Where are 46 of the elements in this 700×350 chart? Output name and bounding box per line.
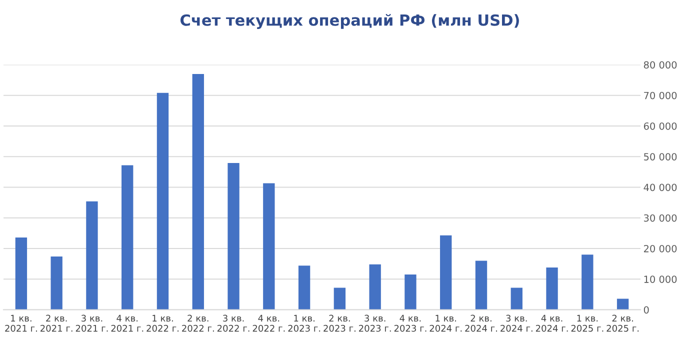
- bar: [582, 254, 594, 310]
- y-tick-label: 60 000: [644, 122, 677, 130]
- bar: [192, 74, 204, 310]
- bar: [50, 256, 62, 310]
- bar: [475, 260, 488, 310]
- bar: [298, 266, 310, 310]
- y-tick-label: 50 000: [644, 153, 677, 160]
- bar: [228, 163, 240, 310]
- x-tick-label: 1 кв. 2025 г.: [571, 314, 604, 332]
- y-tick-label: 10 000: [644, 276, 677, 283]
- bar: [546, 267, 558, 310]
- x-tick-label: 2 кв. 2024 г.: [465, 314, 498, 332]
- x-tick-label: 2 кв. 2025 г.: [606, 314, 639, 332]
- x-tick-label: 3 кв. 2022 г.: [217, 314, 250, 332]
- x-tick-label: 4 кв. 2022 г.: [252, 314, 285, 332]
- x-tick-label: 4 кв. 2023 г.: [394, 314, 426, 332]
- bar: [334, 288, 346, 310]
- x-tick-label: 1 кв. 2023 г.: [288, 314, 320, 332]
- bar: [263, 183, 275, 310]
- bar: [86, 201, 98, 310]
- chart-title: Счет текущих операций РФ (млн USD): [180, 14, 519, 29]
- bar: [122, 165, 134, 310]
- y-tick-label: 0: [644, 306, 649, 314]
- x-tick-label: 1 кв. 2024 г.: [430, 314, 462, 332]
- y-tick-label: 40 000: [644, 184, 677, 192]
- y-tick-label: 70 000: [644, 92, 677, 100]
- x-tick-label: 4 кв. 2021 г.: [111, 314, 144, 332]
- bar: [404, 274, 416, 310]
- x-tick-label: 2 кв. 2022 г.: [182, 314, 214, 332]
- y-tick-label: 30 000: [644, 214, 677, 222]
- x-tick-label: 3 кв. 2024 г.: [500, 314, 532, 332]
- bar: [510, 288, 522, 310]
- x-tick-label: 4 кв. 2024 г.: [536, 314, 568, 332]
- x-tick-label: 2 кв. 2023 г.: [324, 314, 356, 332]
- bar: [156, 92, 169, 310]
- bar: [15, 237, 28, 310]
- y-tick-label: 80 000: [644, 61, 677, 69]
- x-tick-label: 3 кв. 2023 г.: [359, 314, 391, 332]
- x-tick-label: 1 кв. 2022 г.: [146, 314, 179, 332]
- y-tick-label: 20 000: [644, 244, 677, 252]
- bar: [369, 264, 381, 310]
- x-tick-label: 2 кв. 2021 г.: [40, 314, 72, 332]
- bar: [616, 298, 629, 310]
- x-tick-label: 1 кв. 2021 г.: [5, 314, 37, 332]
- bar: [440, 235, 452, 310]
- x-tick-label: 3 кв. 2021 г.: [76, 314, 108, 332]
